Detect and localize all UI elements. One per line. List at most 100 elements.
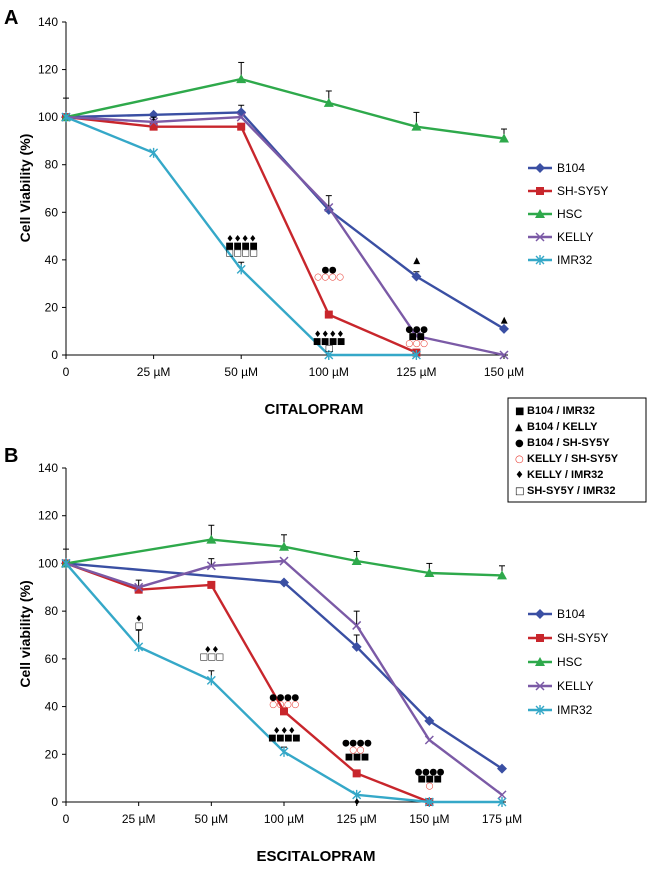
- error-bar: [325, 195, 332, 208]
- legend-item-imr32: IMR32: [528, 703, 593, 717]
- data-point: [236, 264, 246, 275]
- significance-marks: ▲: [501, 315, 508, 325]
- legend-marker: [535, 209, 545, 218]
- series-line: [65, 562, 430, 804]
- significance-annotation: ▲: [413, 256, 421, 266]
- series-kelly: [61, 556, 507, 800]
- x-tick-label: 175 µM: [482, 812, 522, 826]
- data-point: [424, 735, 434, 745]
- x-axis-label-b: ESCITALOPRAM: [257, 848, 376, 865]
- data-point: [497, 570, 507, 580]
- data-point: [134, 582, 144, 592]
- data-point: [424, 797, 434, 807]
- significance-marks: ●●●: [405, 325, 428, 335]
- series-line: [65, 559, 503, 796]
- x-tick-label: 0: [63, 365, 70, 379]
- series-line: [65, 77, 505, 140]
- error-bar: [353, 610, 360, 626]
- x-tick-label: 50 µM: [224, 365, 258, 379]
- significance-marks: ♦: [135, 614, 143, 624]
- key-symbol: ●: [515, 438, 524, 449]
- y-tick-label: 0: [51, 795, 58, 809]
- data-point: [236, 112, 246, 122]
- x-tick-label: 25 µM: [137, 365, 171, 379]
- data-point: [279, 541, 289, 551]
- legend-marker: [535, 255, 545, 265]
- significance-marks: ♦♦♦♦: [314, 330, 344, 340]
- data-point: [206, 675, 216, 686]
- legend-marker: [536, 634, 544, 642]
- legend-label: SH-SY5Y: [557, 184, 608, 198]
- legend-marker: [535, 163, 545, 173]
- legend-marker: [535, 705, 545, 715]
- legend-item-sh-sy5y: SH-SY5Y: [528, 184, 608, 198]
- x-tick-label: 100 µM: [264, 812, 304, 826]
- legend-label: B104: [557, 161, 585, 175]
- significance-marks: ♦♦♦: [273, 727, 296, 737]
- data-point: [279, 746, 289, 757]
- significance-marks: ■■■: [345, 753, 369, 763]
- key-item: □ SH-SY5Y / IMR32: [515, 485, 615, 497]
- legend-label: KELLY: [557, 679, 593, 693]
- significance-annotation: ●●●●○○○○: [269, 693, 300, 710]
- significance-marks: ■■■: [417, 774, 441, 784]
- x-tick-label: 125 µM: [396, 365, 436, 379]
- data-point: [134, 585, 143, 594]
- data-point: [352, 789, 362, 800]
- data-point: [149, 122, 158, 131]
- x-tick-label: 50 µM: [195, 812, 229, 826]
- legend-item-hsc: HSC: [528, 207, 583, 221]
- y-tick-label: 100: [38, 556, 58, 570]
- plot-area-a: 0 20 40 60 80 100 120 140 0 25 µM 50 µM 100 µM 125 µ…: [38, 15, 524, 379]
- legend-label: SH-SY5Y: [557, 631, 608, 645]
- comparison-key-frame: [507, 397, 647, 503]
- significance-marks: ■■: [408, 332, 424, 342]
- significance-marks: □: [135, 621, 143, 631]
- significance-marks: ○○: [349, 746, 364, 756]
- x-tick-label: 150 µM: [409, 812, 449, 826]
- x-tick-label: 150 µM: [484, 365, 524, 379]
- significance-annotation: ♦: [353, 798, 361, 808]
- y-tick-label: 20: [45, 300, 59, 314]
- significance-marks: ■■■■: [225, 242, 257, 252]
- significance-annotation: ●●●■■○○○: [405, 325, 428, 349]
- data-point: [324, 202, 334, 213]
- data-point: [237, 122, 246, 131]
- series-kelly: [61, 112, 509, 360]
- y-tick-label: 80: [45, 158, 59, 172]
- key-item: ○ KELLY / SH-SY5Y: [515, 453, 619, 465]
- y-tick-label: 20: [45, 747, 59, 761]
- data-point: [352, 769, 361, 778]
- y-tick-label: 60: [45, 652, 59, 666]
- data-point: [324, 350, 334, 360]
- data-point: [236, 74, 247, 84]
- significance-marks: ●●●●: [415, 767, 445, 777]
- y-tick-label: 40: [45, 253, 59, 267]
- legend-item-kelly: KELLY: [528, 230, 593, 244]
- key-symbol: ■: [515, 406, 524, 417]
- significance-annotation: ♦□: [135, 614, 144, 631]
- significance-marks: ○○○○: [314, 273, 344, 283]
- legend-item-kelly: KELLY: [528, 679, 593, 693]
- legend-label: KELLY: [557, 230, 593, 244]
- key-item: ♦ KELLY / IMR32: [515, 469, 603, 481]
- y-tick-label: 80: [45, 604, 59, 618]
- significance-annotation: ▲: [501, 315, 509, 325]
- data-point: [497, 763, 507, 774]
- y-axis-label-a: Cell Viability (%): [17, 134, 33, 243]
- significance-annotation: ●●○○○○: [314, 266, 345, 283]
- x-tick-label: 25 µM: [122, 812, 156, 826]
- data-point: [279, 577, 289, 588]
- error-bar: [208, 558, 215, 566]
- key-item: ● B104 / SH-SY5Y: [515, 437, 610, 449]
- legend-label: B104: [557, 607, 585, 621]
- panel-b: B Cell viability (%) ESCITALOPRAM 0 20 40 6…: [4, 445, 608, 865]
- series-line: [65, 562, 502, 804]
- legend-marker: [535, 657, 545, 666]
- significance-marks: ○: [426, 781, 434, 791]
- key-label: KELLY / SH-SY5Y: [527, 453, 619, 465]
- plot-area-b: 0 20 40 60 80 100 120 140 0 25 µM 50 µM 100 µM 125 µ…: [38, 461, 522, 826]
- data-point: [499, 323, 509, 334]
- panel-label-a: A: [4, 7, 18, 29]
- data-point: [324, 310, 333, 319]
